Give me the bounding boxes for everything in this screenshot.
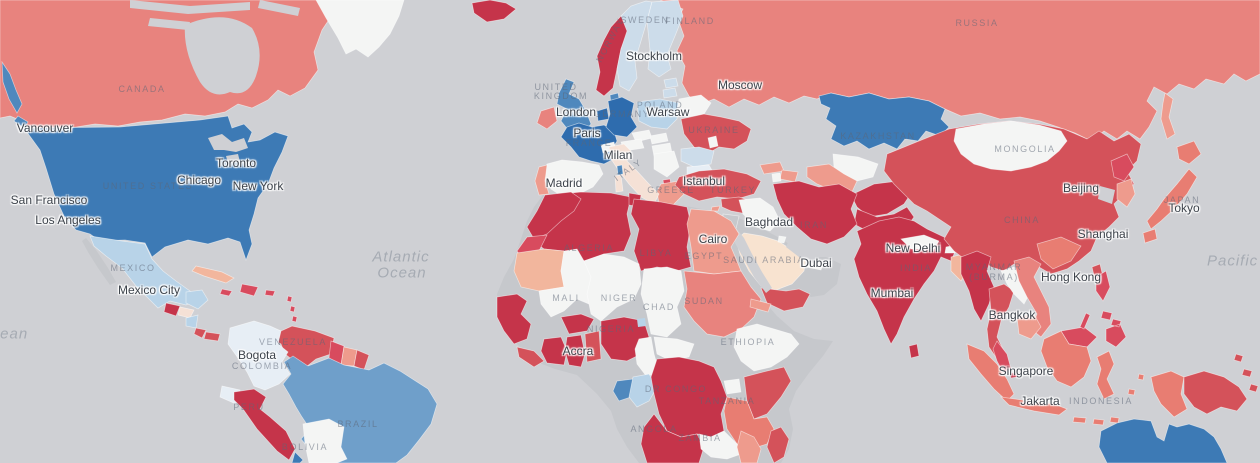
country-papua-new-guinea[interactable] [1183, 370, 1248, 415]
country-chile[interactable] [291, 451, 304, 463]
country-balkans[interactable] [653, 150, 680, 178]
country-germany[interactable] [605, 96, 638, 138]
country-chad[interactable] [640, 266, 685, 338]
country-nepal[interactable] [900, 234, 940, 250]
country-ivory-coast[interactable] [540, 336, 568, 366]
country-indonesia-papua[interactable] [1150, 370, 1188, 418]
country-sakhalin[interactable] [1160, 92, 1176, 140]
country-turkey[interactable] [674, 168, 762, 202]
country-bolivia[interactable] [302, 418, 348, 463]
country-myanmar[interactable] [960, 250, 995, 322]
country-mozambique[interactable] [736, 430, 762, 463]
country-armenia[interactable] [771, 172, 782, 183]
country-libya[interactable] [630, 198, 692, 272]
country-jamaica[interactable] [219, 288, 233, 297]
country-cuba[interactable] [191, 265, 235, 284]
country-cyprus[interactable] [710, 205, 721, 212]
country-congo[interactable] [628, 373, 658, 408]
water-arctic-channels [130, 0, 300, 30]
country-japan[interactable] [1142, 140, 1202, 244]
country-uganda[interactable] [723, 378, 742, 395]
country-iceland[interactable] [471, 0, 517, 23]
country-central-african-republic[interactable] [653, 336, 695, 362]
country-indonesia-java[interactable] [1000, 396, 1068, 416]
country-australia[interactable] [1098, 418, 1228, 463]
country-mexico[interactable] [89, 235, 199, 309]
country-united-states[interactable] [23, 115, 289, 262]
water-hudson-bay [184, 17, 260, 95]
country-sweden[interactable] [616, 0, 653, 92]
country-mongolia[interactable] [953, 120, 1068, 172]
country-sri-lanka[interactable] [908, 343, 920, 359]
country-peru[interactable] [233, 388, 296, 461]
country-costa-rica[interactable] [193, 327, 207, 339]
country-china[interactable] [883, 120, 1142, 275]
country-ethiopia[interactable] [733, 323, 800, 372]
country-romania[interactable] [680, 146, 715, 168]
water-great-lakes [208, 134, 248, 163]
country-spain[interactable] [542, 159, 604, 198]
country-kazakhstan[interactable] [818, 92, 950, 150]
country-poland[interactable] [636, 98, 680, 130]
country-iran[interactable] [772, 180, 858, 245]
country-madagascar[interactable] [766, 426, 790, 463]
country-egypt[interactable] [686, 208, 742, 275]
country-gabon[interactable] [612, 378, 634, 402]
country-slovakia[interactable] [649, 132, 669, 145]
country-singapore[interactable] [1009, 371, 1018, 379]
country-baja-nodata[interactable] [82, 238, 116, 285]
country-png-islands[interactable] [1233, 353, 1259, 393]
country-finland[interactable] [646, 0, 684, 78]
country-cambodia[interactable] [1016, 313, 1042, 340]
country-philippines[interactable] [1079, 270, 1127, 348]
country-north-korea[interactable] [1110, 153, 1135, 182]
country-puerto-rico[interactable] [264, 289, 276, 297]
country-mexico-yucatan[interactable] [185, 289, 209, 310]
country-portugal[interactable] [534, 164, 550, 196]
country-togo-benin[interactable] [584, 330, 602, 363]
country-kuwait[interactable] [777, 235, 787, 244]
water-red-sea [735, 228, 772, 293]
country-sierra-leone[interactable] [516, 346, 545, 368]
country-indonesia-sumatra[interactable] [966, 343, 1015, 402]
country-iraq[interactable] [738, 197, 781, 232]
water-bohai-sea [1098, 186, 1115, 204]
country-indonesia-maluku[interactable] [1127, 373, 1145, 396]
country-morocco[interactable] [526, 191, 582, 240]
country-corsica[interactable] [616, 164, 624, 176]
water-persian-gulf [786, 240, 816, 263]
country-united-kingdom[interactable] [556, 78, 592, 135]
country-indonesia-kalimantan[interactable] [1040, 330, 1092, 388]
country-senegal[interactable] [496, 293, 532, 345]
country-ghana[interactable] [564, 334, 586, 368]
country-guatemala[interactable] [163, 302, 181, 317]
country-angola[interactable] [640, 413, 705, 463]
country-colombia[interactable] [227, 320, 291, 391]
country-ukraine[interactable] [680, 113, 752, 155]
country-vietnam[interactable] [1013, 256, 1052, 338]
country-mauritania[interactable] [513, 248, 565, 292]
country-ireland[interactable] [536, 106, 558, 130]
country-lesser-antilles[interactable] [286, 295, 298, 323]
country-burkina-faso[interactable] [560, 313, 595, 335]
country-china-south[interactable] [1036, 236, 1082, 270]
water-lake-chad [637, 318, 646, 327]
country-eritrea[interactable] [749, 298, 772, 313]
country-greenland[interactable] [315, 0, 405, 58]
country-niger[interactable] [583, 253, 642, 322]
country-moldova[interactable] [707, 135, 719, 149]
country-indonesia-sulawesi[interactable] [1096, 350, 1115, 400]
country-south-korea[interactable] [1116, 178, 1136, 208]
country-baltics[interactable] [662, 77, 679, 99]
country-bc-islands[interactable] [1, 60, 23, 114]
country-tanzania[interactable] [723, 396, 775, 450]
country-panama[interactable] [203, 331, 221, 342]
country-vancouver-island[interactable] [13, 115, 29, 129]
country-hispaniola[interactable] [239, 283, 259, 297]
